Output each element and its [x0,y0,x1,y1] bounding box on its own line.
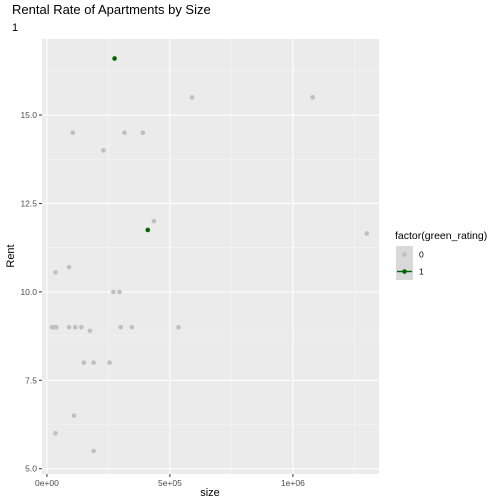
legend-key-point [402,252,407,257]
data-point-series-0 [117,289,122,295]
data-point-series-0 [101,148,106,153]
x-axis: 0e+00 5e+05 1e+06 [35,474,305,488]
data-point-series-0 [81,360,87,365]
chart-subtitle: 1 [12,22,18,34]
data-point-series-0 [53,270,58,275]
data-point-series-0 [66,324,72,330]
data-point-series-0 [79,324,84,330]
x-tick-label: 0e+00 [35,478,59,488]
x-tick-label: 5e+05 [158,478,182,488]
data-point-series-0 [107,360,112,365]
data-point-series-0 [111,289,116,295]
y-tick-label: 10.0 [20,287,37,297]
data-point-series-0 [364,231,370,236]
data-point-series-0 [140,130,146,136]
data-point-series-0 [91,360,96,365]
data-point-series-0 [91,448,96,454]
data-point-series-0 [66,264,72,270]
y-axis: 5.0 7.5 10.0 12.5 15.0 [20,110,42,474]
data-point-series-0 [71,413,77,418]
data-points [49,56,370,454]
grid-lines [42,39,379,474]
legend-key-point [402,269,407,274]
data-point-series-0 [310,95,315,100]
data-point-series-0 [129,324,135,330]
y-tick-label: 12.5 [20,198,37,208]
data-point-series-0 [118,324,124,330]
y-tick-label: 5.0 [25,464,37,474]
data-point-series-0 [87,328,93,334]
data-point-series-0 [53,324,59,330]
x-axis-title: size [200,487,220,499]
data-point-series-0 [151,218,157,224]
legend-label: 1 [419,267,424,277]
chart-title: Rental Rate of Apartments by Size [12,2,211,17]
data-point-series-0 [70,130,76,136]
y-tick-label: 15.0 [20,110,37,120]
legend-title: factor(green_rating) [395,230,487,242]
data-point-series-1 [145,227,151,233]
y-axis-title: Rent [5,244,17,267]
data-point-series-0 [176,324,181,330]
data-point-series-0 [72,324,78,330]
data-point-series-0 [53,431,58,436]
x-tick-label: 1e+06 [281,478,305,488]
y-tick-label: 7.5 [25,375,37,385]
legend-label: 0 [419,250,424,260]
plot-panel [42,39,379,474]
data-point-series-1 [112,56,117,61]
legend: factor(green_rating) 0 1 [395,230,487,280]
data-point-series-0 [189,95,195,100]
data-point-series-0 [122,130,127,136]
